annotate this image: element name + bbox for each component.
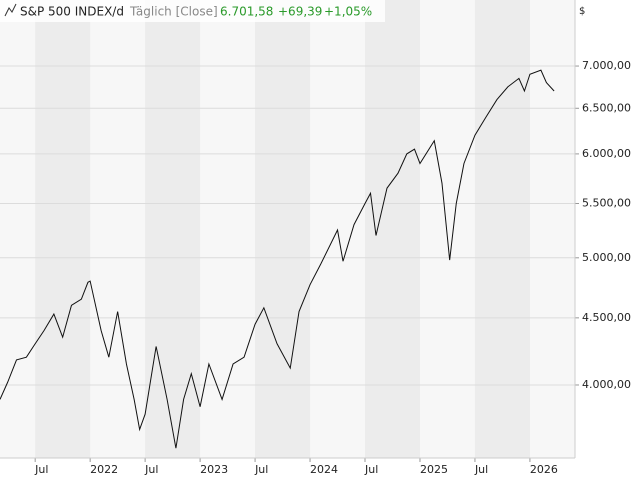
y-tick-label: 6.500,00 xyxy=(582,101,631,114)
y-tick-label: 7.000,00 xyxy=(582,59,631,72)
band xyxy=(474,0,530,458)
x-tick-label: Jul xyxy=(144,463,158,476)
y-tick-label: 4.000,00 xyxy=(582,378,631,391)
y-tick-label: 5.500,00 xyxy=(582,196,631,209)
band xyxy=(145,0,201,458)
plot xyxy=(0,69,555,449)
x-tick-label: Jul xyxy=(364,463,378,476)
x-tick-label: 2025 xyxy=(420,463,448,476)
header-bg xyxy=(0,0,385,22)
instrument: S&P 500 INDEX/d xyxy=(20,5,124,19)
x-tick-label: 2024 xyxy=(310,463,338,476)
last-price: 6.701,58 xyxy=(220,5,273,19)
chart-icon xyxy=(4,3,17,17)
x-tick-label: 2022 xyxy=(90,463,118,476)
band xyxy=(35,0,91,458)
x-tick-label: 2023 xyxy=(200,463,228,476)
y-tick-label: 4.500,00 xyxy=(582,311,631,324)
bands xyxy=(34,0,531,462)
interval: Täglich [Close] xyxy=(129,5,218,19)
y-unit: $ xyxy=(579,6,585,17)
y-tick-label: 6.000,00 xyxy=(582,147,631,160)
band xyxy=(255,0,311,458)
change: +69,39 xyxy=(278,5,322,19)
band xyxy=(365,0,420,458)
change-pct: +1,05% xyxy=(324,5,372,19)
grid xyxy=(0,65,579,386)
x-tick-label: Jul xyxy=(254,463,268,476)
y-tick-label: 5.000,00 xyxy=(582,251,631,264)
price-line xyxy=(0,69,555,449)
x-tick-label: Jul xyxy=(34,463,48,476)
x-tick-label: 2026 xyxy=(530,463,558,476)
x-tick-label: Jul xyxy=(474,463,488,476)
